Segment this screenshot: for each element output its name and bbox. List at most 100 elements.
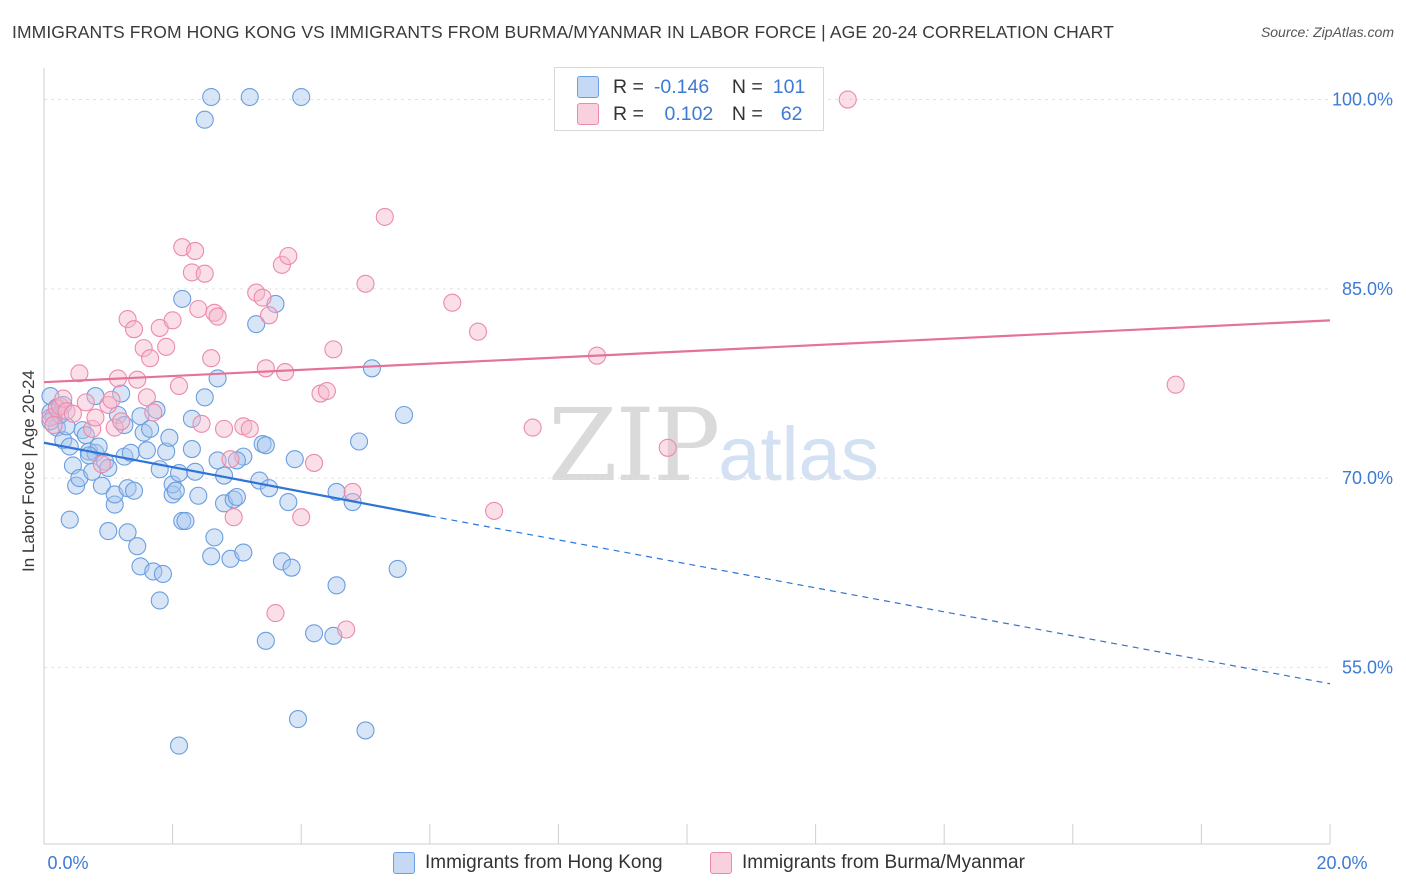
stats-r-label: R = bbox=[613, 75, 644, 98]
burma-point bbox=[259, 306, 279, 325]
x-tick-label: 0.0% bbox=[47, 853, 88, 873]
hong-kong-point bbox=[205, 528, 224, 547]
legend-label: Immigrants from Hong Kong bbox=[425, 852, 663, 873]
burma-point bbox=[102, 390, 121, 409]
burma-point bbox=[838, 90, 857, 109]
legend-item-hong-kong: Immigrants from Hong Kong bbox=[393, 852, 663, 874]
burma-point bbox=[169, 376, 189, 396]
hong-kong-point bbox=[195, 110, 214, 129]
hong-kong-point bbox=[259, 479, 279, 498]
stats-n-label: N = bbox=[731, 75, 763, 98]
burma-point bbox=[137, 388, 156, 407]
hong-kong-point bbox=[182, 409, 201, 428]
burma-point bbox=[468, 322, 488, 341]
hong-kong-point bbox=[279, 493, 298, 512]
stats-r-value: 0.102 bbox=[664, 102, 714, 125]
hong-kong-point bbox=[285, 450, 304, 469]
hong-kong-point bbox=[247, 315, 266, 334]
hong-kong-point bbox=[327, 482, 346, 502]
burma-point bbox=[485, 501, 504, 520]
y-tick-label: 55.0% bbox=[1342, 657, 1393, 677]
hong-kong-point bbox=[150, 591, 169, 610]
hong-kong-point bbox=[256, 631, 275, 650]
burma-point bbox=[141, 349, 160, 368]
burma-point bbox=[276, 363, 295, 382]
watermark-zip: ZIP bbox=[548, 387, 720, 504]
stats-row-hong-kong: R = -0.146 N = 101 bbox=[577, 74, 805, 100]
hong-kong-point bbox=[282, 558, 301, 577]
burma-point bbox=[253, 288, 272, 307]
burma-point bbox=[272, 255, 291, 274]
hong-kong-point bbox=[356, 721, 375, 740]
legend-item-burma: Immigrants from Burma/Myanmar bbox=[710, 852, 1025, 874]
hong-kong-point bbox=[73, 421, 92, 440]
hong-kong-point bbox=[395, 405, 414, 425]
hong-kong-point bbox=[256, 436, 275, 455]
stats-n-label: N = bbox=[731, 102, 763, 125]
burma-point bbox=[224, 508, 243, 527]
hong-kong-point bbox=[388, 559, 407, 578]
watermark: ZIPatlas bbox=[548, 396, 879, 496]
hong-kong-point bbox=[202, 547, 221, 566]
hong-kong-point bbox=[147, 400, 166, 419]
burma-point bbox=[214, 419, 234, 438]
burma-point bbox=[523, 418, 542, 437]
burma-point bbox=[256, 359, 275, 378]
hong-kong-point bbox=[272, 552, 291, 571]
burma-point bbox=[337, 620, 356, 639]
hong-kong-point bbox=[124, 481, 144, 500]
burma-point bbox=[163, 311, 182, 330]
hong-kong-trend-line bbox=[43, 441, 431, 518]
burma-point bbox=[195, 264, 214, 283]
burma-point bbox=[92, 455, 111, 474]
burma-point bbox=[112, 412, 131, 431]
stats-r-label: R = bbox=[613, 102, 644, 125]
burma-point bbox=[375, 207, 394, 226]
y-tick-label: 85.0% bbox=[1342, 279, 1393, 299]
burma-point bbox=[134, 339, 153, 358]
hong-kong-point bbox=[92, 476, 111, 495]
hong-kong-point bbox=[99, 522, 118, 541]
burma-point bbox=[124, 320, 144, 339]
hong-kong-point bbox=[208, 369, 227, 388]
burma-point bbox=[279, 246, 298, 266]
hong-kong-point bbox=[189, 486, 208, 505]
burma-point bbox=[99, 395, 118, 414]
stats-swatch-pink bbox=[577, 103, 599, 125]
source-label: Source: ZipAtlas.com bbox=[1260, 24, 1394, 40]
hong-kong-point bbox=[208, 451, 227, 470]
burma-point bbox=[144, 403, 163, 422]
burma-point bbox=[1166, 375, 1185, 394]
hong-kong-point bbox=[292, 87, 311, 107]
hong-kong-point bbox=[227, 487, 246, 507]
burma-point bbox=[305, 453, 324, 472]
burma-point bbox=[208, 307, 227, 326]
burma-point bbox=[317, 381, 336, 401]
hong-kong-point bbox=[224, 490, 243, 509]
hong-kong-point bbox=[234, 543, 253, 562]
burma-point bbox=[86, 408, 105, 427]
chart-title: IMMIGRANTS FROM HONG KONG VS IMMIGRANTS … bbox=[12, 22, 1114, 42]
hong-kong-point bbox=[128, 537, 147, 556]
y-axis-label: In Labor Force | Age 20-24 bbox=[19, 370, 38, 572]
hong-kong-point bbox=[362, 359, 381, 378]
watermark-atlas: atlas bbox=[718, 412, 879, 497]
burma-point bbox=[266, 604, 285, 623]
burma-point bbox=[443, 293, 462, 312]
burma-point bbox=[202, 349, 221, 368]
stats-n-value: 101 bbox=[772, 75, 806, 98]
stats-r-value: -0.146 bbox=[653, 75, 710, 98]
burma-point bbox=[76, 393, 95, 412]
hong-kong-point bbox=[176, 511, 195, 531]
hong-kong-point bbox=[327, 576, 346, 595]
burma-point bbox=[118, 310, 137, 329]
hong-kong-point bbox=[240, 87, 259, 107]
hong-kong-point bbox=[157, 442, 176, 461]
burma-point bbox=[240, 419, 259, 438]
burma-point bbox=[343, 482, 362, 502]
hong-kong-point bbox=[60, 510, 79, 529]
hong-kong-point bbox=[112, 384, 131, 403]
legend-swatch-blue bbox=[393, 852, 415, 874]
hong-kong-point bbox=[288, 710, 308, 729]
